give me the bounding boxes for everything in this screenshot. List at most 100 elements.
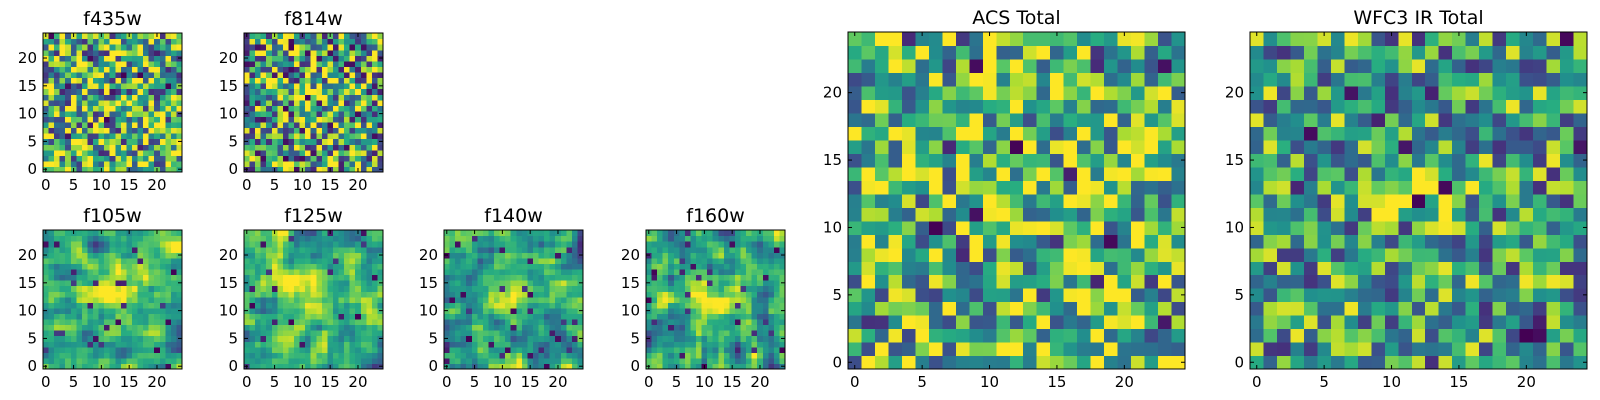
heatmap-cell [444, 346, 451, 353]
heatmap-cell [54, 302, 61, 309]
heatmap-cell [81, 60, 89, 67]
heatmap-cell [48, 66, 55, 73]
heatmap-cell [143, 60, 150, 67]
heatmap-cell [521, 324, 528, 331]
heatmap-cell [768, 241, 775, 248]
heatmap-cell [455, 341, 462, 348]
heatmap-cell [120, 105, 127, 112]
heatmap-cell [360, 252, 367, 259]
heatmap-cell [316, 160, 323, 168]
heatmap-cell [646, 268, 653, 276]
heatmap-cell [288, 144, 295, 151]
heatmap-cell [260, 88, 267, 95]
heatmap-cell [516, 357, 523, 365]
heatmap-cell [762, 324, 769, 331]
heatmap-cell [244, 302, 251, 309]
heatmap-cell [377, 121, 384, 129]
heatmap-cell [249, 274, 256, 281]
heatmap-cell [1063, 85, 1078, 100]
heatmap-cell [305, 88, 312, 95]
heatmap-cell [148, 94, 155, 101]
heatmap-cell [662, 330, 669, 337]
heatmap-cell [915, 99, 930, 114]
heatmap-cell [338, 110, 345, 117]
heatmap-cell [1077, 85, 1092, 100]
heatmap-cell [349, 160, 356, 168]
heatmap-cell [48, 352, 55, 359]
heatmap-cell [516, 268, 523, 276]
heatmap-cell [646, 296, 653, 303]
heatmap-cell [740, 285, 747, 292]
heatmap-cell [87, 105, 94, 112]
heatmap-cell [148, 357, 155, 365]
heatmap-cell [170, 110, 178, 117]
heatmap-cell [915, 139, 930, 154]
heatmap-cell [137, 235, 144, 242]
heatmap-cell [120, 116, 127, 123]
heatmap-cell [327, 357, 334, 365]
heatmap-cell [131, 318, 139, 326]
heatmap-cell [690, 230, 697, 237]
heatmap-cell [310, 77, 317, 84]
heatmap-cell [349, 133, 356, 140]
heatmap-cell [76, 149, 83, 156]
heatmap-cell [1117, 261, 1132, 276]
heatmap-cell [321, 166, 328, 173]
heatmap-cell [48, 280, 55, 287]
heatmap-cell [104, 83, 111, 90]
heatmap-cell [104, 318, 111, 326]
heatmap-cell [718, 263, 725, 270]
heatmap-cell [170, 144, 178, 151]
heatmap-cell [65, 235, 72, 242]
heatmap-cell [305, 363, 312, 370]
heatmap-cell [762, 357, 769, 365]
heatmap-cell [266, 280, 273, 287]
heatmap-cell [126, 291, 133, 298]
heatmap-cell [165, 352, 172, 359]
heatmap-cell [282, 144, 290, 151]
heatmap-cell [996, 207, 1011, 222]
heatmap-cell [696, 335, 703, 342]
heatmap-cell [54, 324, 61, 331]
heatmap-cell [1050, 220, 1065, 235]
heatmap-cell [143, 330, 150, 337]
heatmap-cell [460, 241, 467, 248]
heatmap-cell [76, 252, 83, 259]
heatmap-cell [955, 288, 970, 303]
heatmap-cell [549, 268, 556, 276]
heatmap-cell [516, 252, 523, 259]
heatmap-cell [1036, 99, 1051, 114]
heatmap-cell [349, 105, 356, 112]
heatmap-cell [779, 324, 786, 331]
heatmap-cell [928, 234, 943, 249]
heatmap-cell [344, 83, 351, 90]
heatmap-cell [1546, 193, 1561, 208]
heatmap-image [43, 33, 183, 173]
heatmap-cell [955, 72, 970, 87]
heatmap-cell [170, 160, 178, 168]
heatmap-cell [751, 257, 758, 264]
heatmap-cell [532, 296, 540, 303]
heatmap-cell [120, 133, 127, 140]
heatmap-cell [148, 44, 155, 51]
heatmap-cell [115, 318, 122, 326]
heatmap-cell [344, 38, 351, 45]
heatmap-cell [294, 160, 301, 168]
heatmap-cell [277, 274, 284, 281]
heatmap-cell [76, 280, 83, 287]
heatmap-cell [571, 357, 579, 365]
heatmap-cell [65, 268, 72, 276]
heatmap-cell [646, 341, 653, 348]
heatmap-cell [1317, 193, 1332, 208]
heatmap-cell [310, 94, 317, 101]
heatmap-cell [310, 127, 317, 134]
heatmap-cell [848, 220, 863, 235]
heatmap-cell [1560, 355, 1575, 370]
heatmap-cell [299, 241, 306, 248]
heatmap-cell [544, 318, 551, 326]
heatmap-cell [59, 71, 66, 79]
heatmap-cell [538, 346, 545, 353]
heatmap-cell [87, 241, 94, 248]
heatmap-cell [544, 268, 551, 276]
heatmap-cell [54, 296, 61, 303]
